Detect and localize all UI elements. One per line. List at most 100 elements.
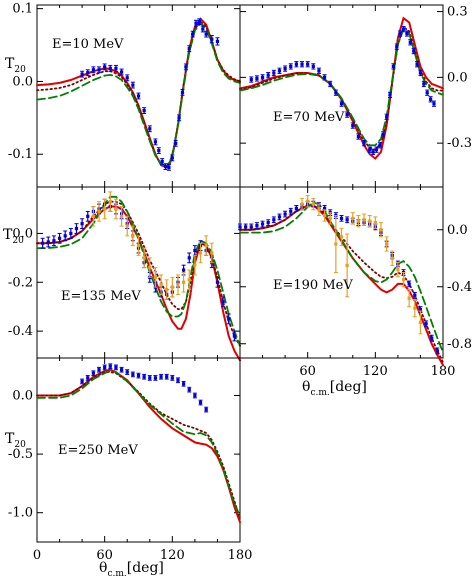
- data-points: [80, 363, 209, 413]
- data-point: [136, 372, 141, 379]
- point-marker: [198, 251, 203, 255]
- theory-curves: [239, 16, 444, 160]
- data-point: [46, 236, 51, 248]
- y-axis-title-subscript: 20: [12, 236, 24, 246]
- point-marker: [97, 68, 101, 72]
- data-point: [300, 61, 305, 68]
- point-marker: [260, 222, 265, 226]
- data-point: [339, 100, 344, 107]
- point-marker: [210, 37, 214, 41]
- data-point: [108, 191, 113, 212]
- point-marker: [255, 76, 259, 81]
- x-axis-title-unit: [deg]: [127, 560, 164, 576]
- y-tick-label: -0.8: [447, 337, 472, 352]
- point-marker: [418, 320, 423, 324]
- point-marker: [167, 165, 171, 169]
- data-point: [328, 80, 333, 88]
- point-marker: [422, 82, 426, 86]
- data-point: [80, 70, 85, 78]
- point-marker: [374, 148, 379, 152]
- point-marker: [114, 66, 118, 70]
- point-marker: [373, 221, 377, 225]
- data-point: [142, 107, 147, 114]
- data-point: [294, 205, 299, 212]
- point-marker: [272, 218, 276, 222]
- point-marker: [187, 388, 191, 392]
- point-marker: [187, 47, 191, 51]
- data-point: [209, 35, 214, 44]
- energy-label: E=135 MeV: [61, 289, 141, 304]
- data-point: [407, 280, 412, 288]
- point-marker: [176, 283, 180, 287]
- point-marker: [210, 251, 214, 255]
- data-point: [401, 272, 406, 288]
- point-marker: [136, 94, 141, 98]
- data-point: [418, 310, 423, 335]
- y-tick-label: 0.0: [12, 74, 33, 89]
- point-marker: [260, 75, 265, 79]
- point-marker: [97, 368, 101, 372]
- point-marker: [311, 202, 315, 206]
- point-marker: [435, 349, 439, 353]
- point-marker: [215, 280, 220, 284]
- data-point: [421, 80, 426, 88]
- point-marker: [86, 71, 90, 75]
- point-marker: [63, 234, 67, 238]
- data-point: [418, 69, 423, 77]
- data-point: [125, 74, 130, 82]
- data-point: [200, 25, 205, 33]
- x-axis-title-subscript: c.m.: [310, 388, 329, 398]
- x-axis-title-main: θ: [302, 379, 310, 395]
- point-marker: [385, 115, 389, 119]
- data-point: [384, 113, 389, 120]
- data-point: [345, 233, 350, 298]
- data-point: [181, 380, 186, 387]
- data-point: [411, 47, 416, 55]
- data-point: [374, 146, 379, 153]
- plot-frame: [239, 186, 444, 359]
- point-marker: [356, 134, 361, 139]
- data-point: [311, 63, 316, 70]
- data-point: [221, 296, 226, 308]
- point-marker: [119, 368, 124, 372]
- y-tick-label: 0.0: [12, 226, 33, 241]
- point-marker: [289, 64, 293, 68]
- point-marker: [413, 293, 417, 297]
- point-marker: [227, 317, 231, 321]
- panel-e190: 60 120 180 0.0 -0.4 -0.8 E=190 MeV θc.m.[deg]: [238, 186, 472, 398]
- point-marker: [391, 64, 395, 68]
- data-point: [164, 279, 169, 300]
- point-marker: [351, 124, 355, 128]
- x-tick-label: 120: [363, 364, 388, 379]
- point-marker: [395, 45, 399, 49]
- data-point: [156, 147, 161, 155]
- curve-solid: [239, 16, 444, 160]
- data-point: [266, 219, 271, 226]
- data-point: [180, 88, 185, 96]
- data-point: [373, 216, 378, 229]
- data-point: [80, 218, 85, 230]
- data-point: [333, 215, 338, 273]
- data-point: [271, 69, 276, 77]
- point-marker: [131, 372, 135, 377]
- data-point: [408, 39, 413, 46]
- point-marker: [119, 70, 124, 74]
- point-marker: [418, 71, 423, 75]
- point-marker: [119, 214, 124, 218]
- y-tick-label: -0.4: [447, 280, 472, 295]
- data-point: [147, 125, 152, 133]
- point-marker: [266, 73, 270, 77]
- point-marker: [170, 285, 174, 289]
- data-point: [395, 262, 400, 278]
- data-point: [142, 373, 147, 380]
- data-point: [288, 207, 293, 215]
- data-point: [350, 212, 355, 225]
- x-axis-title: θc.m.[deg]: [302, 379, 367, 398]
- point-marker: [180, 90, 185, 94]
- point-marker: [177, 116, 181, 120]
- data-point: [164, 373, 169, 380]
- data-point: [136, 92, 141, 100]
- point-marker: [125, 370, 129, 374]
- point-marker: [187, 256, 191, 260]
